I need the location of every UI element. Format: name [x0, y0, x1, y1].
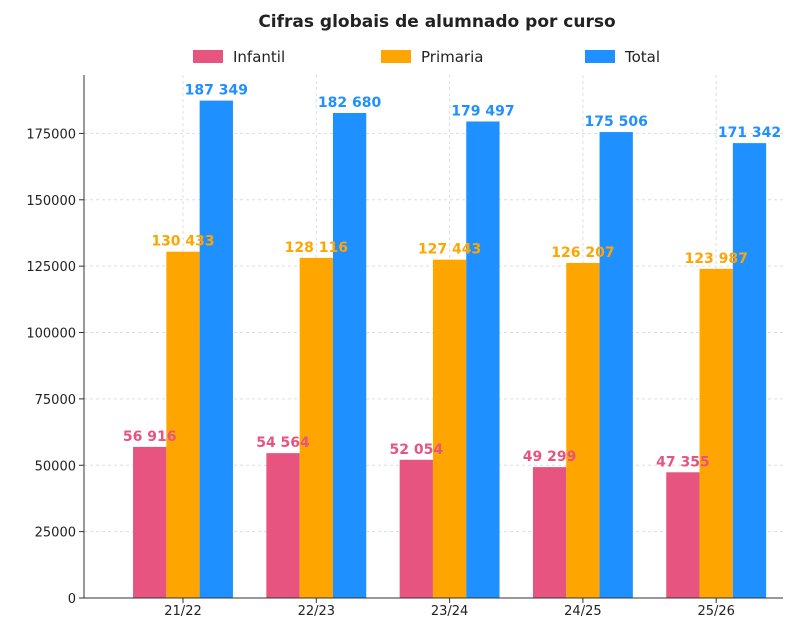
y-tick-label: 175000: [26, 127, 76, 142]
data-label-total: 175 506: [585, 114, 648, 130]
legend-label-total: Total: [624, 48, 660, 66]
bar-primaria: [432, 259, 467, 598]
data-label-total: 187 349: [185, 83, 248, 99]
x-tick-label: 25/26: [697, 604, 734, 619]
data-label-total: 171 342: [718, 125, 781, 141]
data-label-total: 182 680: [318, 95, 382, 111]
bar-total: [199, 100, 233, 598]
legend-label-infantil: Infantil: [233, 48, 285, 66]
data-label-infantil: 56 916: [123, 429, 177, 445]
bar-infantil: [532, 467, 567, 598]
data-label-primaria: 130 433: [151, 234, 214, 250]
x-tick-label: 21/22: [164, 604, 201, 619]
data-label-primaria: 126 207: [551, 245, 614, 261]
chart-title: Cifras globais de alumnado por curso: [258, 12, 615, 32]
data-label-primaria: 127 443: [418, 242, 481, 258]
bar-primaria: [299, 257, 333, 598]
y-tick-label: 150000: [26, 194, 76, 209]
bar-primaria: [166, 251, 200, 598]
bar-total: [466, 121, 500, 599]
bar-total: [732, 143, 767, 598]
x-tick-label: 24/25: [564, 604, 601, 619]
legend-swatch-primaria: [381, 50, 411, 63]
y-tick-label: 75000: [35, 393, 76, 408]
data-label-total: 179 497: [451, 103, 514, 119]
data-label-infantil: 52 054: [390, 442, 444, 458]
data-label-primaria: 123 987: [685, 251, 748, 267]
legend-label-primaria: Primaria: [421, 48, 483, 66]
y-tick-label: 0: [68, 592, 76, 607]
bar-infantil: [133, 446, 167, 598]
data-label-infantil: 47 355: [656, 454, 710, 470]
legend-swatch-infantil: [193, 50, 223, 63]
x-tick-label: 22/23: [298, 604, 335, 619]
y-tick-label: 100000: [26, 327, 76, 342]
bar-total: [599, 132, 633, 598]
bar-infantil: [666, 472, 700, 598]
legend-swatch-total: [585, 50, 615, 63]
bar-infantil: [266, 453, 300, 598]
bar-primaria: [566, 262, 600, 598]
data-label-primaria: 128 116: [285, 240, 348, 256]
data-label-infantil: 54 564: [256, 435, 310, 451]
y-tick-label: 125000: [26, 260, 76, 275]
bar-primaria: [699, 268, 733, 598]
data-label-infantil: 49 299: [523, 449, 577, 465]
x-tick-label: 23/24: [431, 604, 468, 619]
bar-total: [332, 113, 367, 598]
bar-infantil: [399, 459, 433, 598]
y-tick-label: 25000: [35, 526, 76, 541]
y-tick-label: 50000: [35, 459, 76, 474]
